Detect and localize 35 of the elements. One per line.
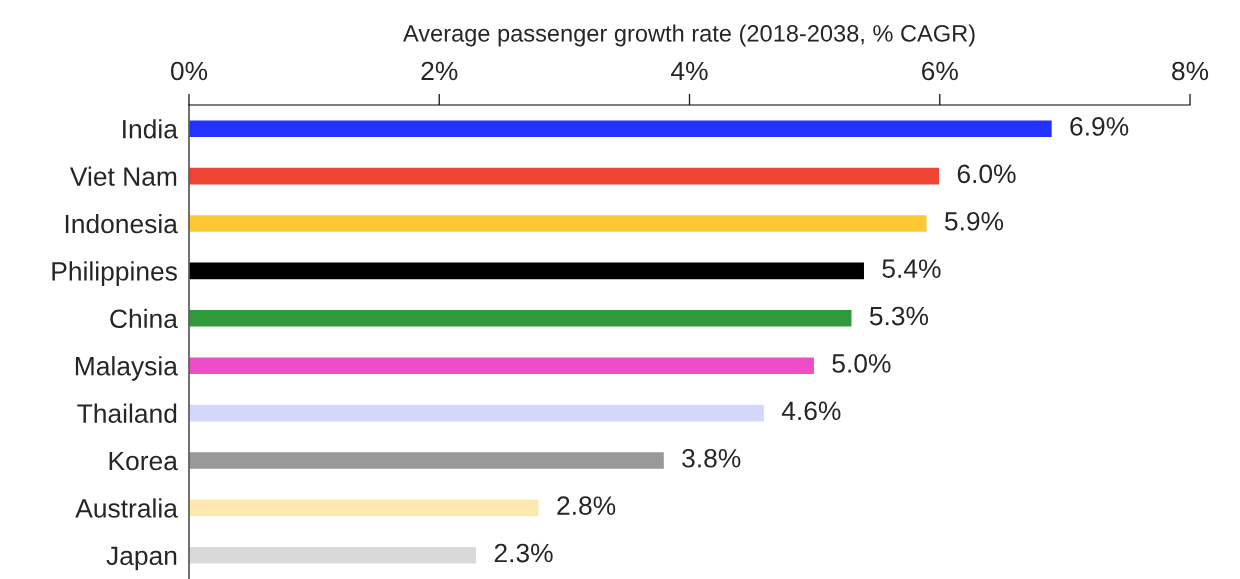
data-label: 5.0% — [832, 354, 891, 373]
data-label: 2.3% — [494, 543, 553, 563]
bar — [189, 118, 1054, 139]
x-tick-label: 8% — [1172, 61, 1209, 81]
data-label: 6.0% — [957, 164, 1016, 184]
data-label: 2.8% — [557, 496, 616, 515]
x-tick-label: 2% — [421, 61, 458, 81]
data-label: 6.9% — [1070, 117, 1129, 136]
bar — [189, 450, 666, 471]
bar — [189, 545, 478, 566]
data-label: 5.4% — [882, 259, 941, 278]
bar — [189, 308, 853, 329]
y-tick-label: India — [123, 119, 178, 139]
data-label: 5.3% — [869, 306, 929, 326]
y-tick-label: Philippines — [52, 261, 177, 286]
bar — [189, 213, 928, 234]
x-tick-label: 0% — [170, 61, 208, 81]
x-tick-label: 6% — [922, 61, 958, 81]
y-tick-label: China — [110, 308, 178, 329]
y-tick-label: Korea — [109, 451, 178, 471]
data-label: 4.6% — [781, 401, 841, 421]
bar — [189, 403, 766, 423]
y-tick-label: Indonesia — [65, 213, 178, 234]
bar — [189, 166, 941, 186]
data-label: 5.9% — [944, 211, 1004, 231]
x-tick-label: 4% — [671, 61, 708, 81]
y-tick-label: Australia — [75, 498, 178, 518]
y-tick-label: Thailand — [77, 403, 177, 423]
bar — [189, 498, 541, 518]
data-label: 3.8% — [682, 448, 741, 468]
bar — [189, 355, 816, 376]
y-tick-label: Malaysia — [75, 356, 178, 381]
y-tick-label: Viet Nam — [69, 166, 177, 186]
x-axis-title: Average passenger growth rate (2018-2038, % CAGR) — [403, 24, 975, 47]
y-tick-label: Japan — [106, 546, 177, 571]
